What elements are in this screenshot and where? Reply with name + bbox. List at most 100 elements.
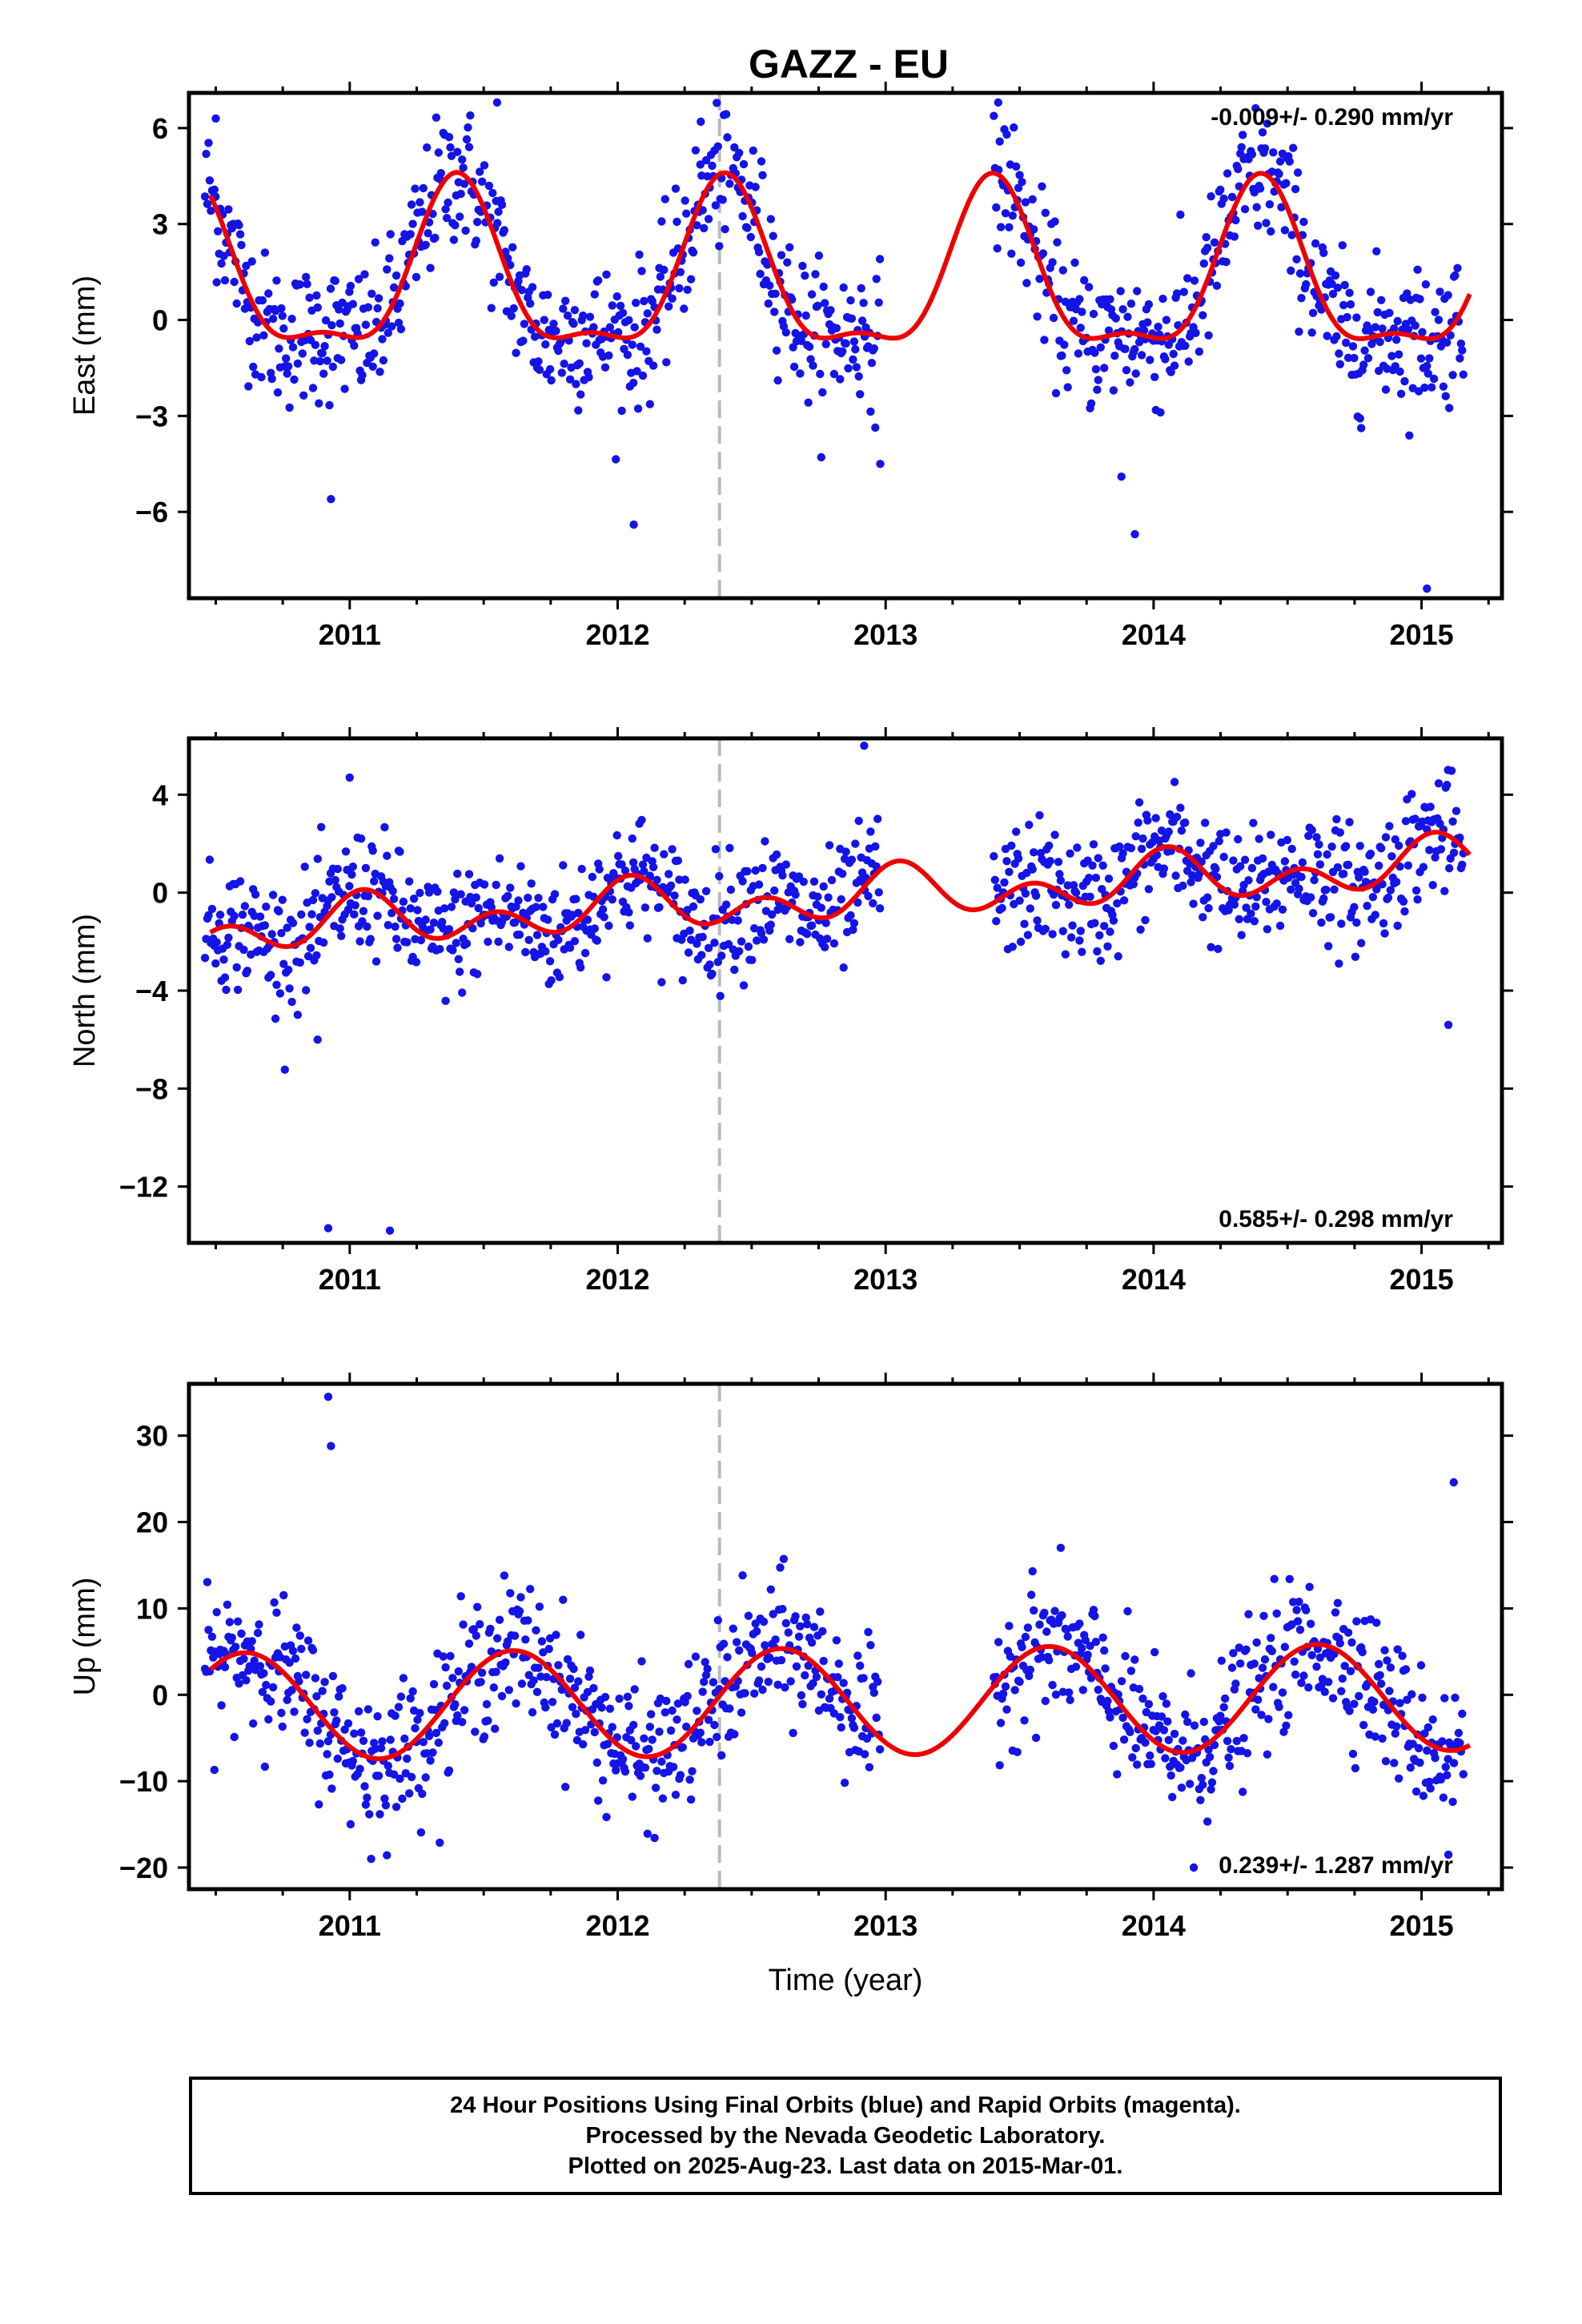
data-point	[1119, 896, 1129, 905]
data-point	[821, 943, 829, 952]
data-point	[1075, 295, 1084, 304]
data-point	[1196, 1795, 1205, 1804]
data-point	[464, 123, 472, 132]
data-point	[1138, 834, 1147, 843]
data-point	[212, 938, 221, 947]
data-point	[449, 235, 459, 244]
data-point	[644, 1744, 653, 1754]
data-point	[693, 221, 701, 230]
data-point	[723, 133, 732, 142]
data-point	[1244, 1610, 1253, 1618]
data-point	[315, 399, 323, 408]
data-point	[1267, 227, 1275, 236]
data-point	[1357, 939, 1366, 947]
data-point	[295, 1631, 304, 1640]
data-point	[1144, 885, 1154, 894]
data-point	[1224, 1753, 1233, 1762]
data-point	[661, 195, 669, 203]
data-point	[701, 1658, 709, 1667]
data-point	[1058, 351, 1066, 360]
data-point	[1263, 119, 1272, 128]
data-point	[739, 159, 749, 169]
data-point	[293, 359, 303, 368]
data-point	[1315, 840, 1323, 849]
data-point	[1258, 128, 1267, 137]
data-point	[1028, 195, 1037, 204]
x-tick-label: 2011	[319, 1909, 381, 1942]
data-point	[288, 919, 298, 927]
data-point	[552, 1719, 562, 1728]
data-point	[508, 243, 517, 251]
data-point	[1411, 1787, 1421, 1796]
data-point	[680, 304, 689, 313]
data-point	[715, 871, 724, 881]
data-point	[1227, 1745, 1235, 1754]
data-point	[1128, 1753, 1137, 1762]
data-point	[766, 215, 775, 223]
data-point	[363, 922, 371, 931]
data-point	[857, 283, 865, 293]
data-point	[250, 1656, 259, 1665]
data-point	[1076, 927, 1086, 935]
data-point	[492, 880, 500, 890]
data-point	[262, 903, 271, 911]
data-point	[1350, 1699, 1359, 1708]
data-point	[1048, 1680, 1057, 1690]
data-point	[472, 893, 480, 902]
data-point	[207, 904, 217, 914]
data-point	[277, 1708, 286, 1718]
data-point	[851, 345, 860, 354]
data-point	[1291, 1670, 1300, 1679]
data-point	[798, 261, 807, 271]
data-point	[735, 148, 744, 158]
data-point	[1345, 1707, 1354, 1715]
data-point	[205, 855, 215, 864]
data-point	[1352, 313, 1361, 322]
data-points	[200, 742, 1468, 1235]
data-point	[1239, 1734, 1248, 1743]
data-point	[718, 195, 727, 204]
data-point	[429, 919, 439, 927]
data-point	[406, 230, 415, 239]
data-point	[495, 854, 504, 863]
data-point	[1065, 1688, 1074, 1697]
data-point	[853, 1651, 862, 1660]
data-point	[1111, 314, 1121, 323]
data-point	[300, 336, 309, 345]
data-point	[233, 985, 243, 995]
data-point	[306, 943, 315, 953]
data-point	[383, 328, 392, 337]
data-point	[1421, 279, 1431, 289]
data-point	[451, 221, 460, 230]
data-point	[678, 1743, 687, 1752]
data-point	[1066, 933, 1076, 942]
data-point	[696, 895, 705, 904]
data-point	[1398, 1651, 1407, 1660]
data-point	[1041, 1696, 1050, 1706]
data-point	[1403, 1695, 1411, 1704]
data-point	[516, 862, 525, 870]
data-point	[405, 877, 414, 886]
data-point	[311, 1674, 320, 1683]
data-point	[484, 937, 492, 947]
data-point	[1443, 291, 1452, 300]
data-point	[1172, 812, 1182, 822]
data-point	[1133, 287, 1142, 296]
data-point	[539, 903, 548, 911]
data-point	[494, 207, 503, 216]
data-point	[1287, 266, 1295, 275]
data-point	[754, 247, 764, 256]
data-point	[1327, 279, 1336, 288]
data-point	[272, 1608, 281, 1617]
data-point	[735, 1646, 744, 1655]
data-point	[1150, 372, 1159, 381]
y-tick-label: 0	[152, 304, 168, 337]
data-point	[1297, 872, 1306, 882]
data-point	[1411, 814, 1419, 823]
data-point	[758, 1685, 767, 1695]
data-point	[1018, 1642, 1026, 1651]
data-point	[237, 240, 246, 250]
data-point	[1054, 858, 1063, 866]
data-point	[1308, 308, 1318, 317]
data-point	[403, 1754, 412, 1763]
